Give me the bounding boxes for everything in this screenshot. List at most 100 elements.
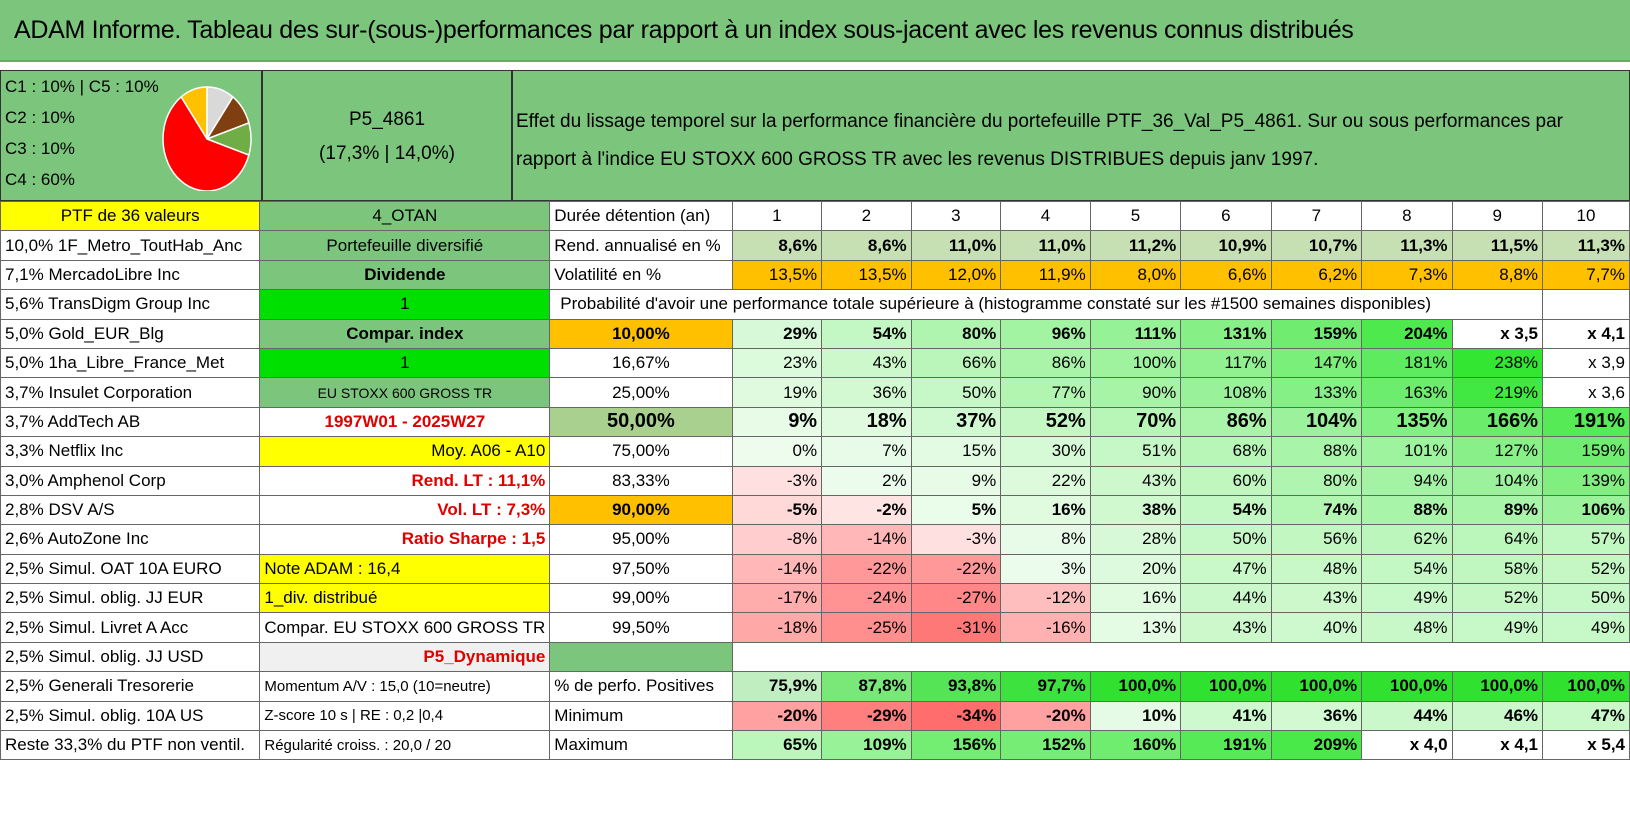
- info-cell: 1: [259, 347, 551, 379]
- probability-value: 50%: [1542, 583, 1630, 614]
- probability-value: 2%: [821, 465, 912, 496]
- probability-value: 60%: [1180, 465, 1272, 496]
- probability-value: 166%: [1451, 406, 1544, 438]
- probability-value: 54%: [1361, 553, 1453, 585]
- rend-value: 11,0%: [1000, 230, 1091, 261]
- probability-value: 44%: [1180, 583, 1272, 614]
- probability-level: 75,00%: [549, 436, 733, 467]
- probability-value: 68%: [1180, 436, 1272, 467]
- vol-value: 11,9%: [1000, 259, 1091, 291]
- probability-value: 19%: [731, 377, 823, 408]
- probability-value: 8%: [1000, 524, 1091, 555]
- probability-value: 219%: [1451, 377, 1544, 408]
- cell: [1542, 289, 1630, 320]
- stat-value: 191%: [1180, 730, 1272, 761]
- ptf-header: PTF de 36 valeurs: [0, 200, 261, 232]
- probability-value: 49%: [1451, 612, 1544, 643]
- stat-value: 100,0%: [1542, 671, 1630, 702]
- probability-value: 47%: [1180, 553, 1272, 585]
- probability-value: 29%: [731, 318, 823, 349]
- probability-value: 54%: [1180, 494, 1272, 526]
- table-row: 10,0% 1F_Metro_ToutHab_Anc Portefeuille d…: [0, 230, 1630, 261]
- table-row: 5,0% 1ha_Libre_France_Met 1 16,67% 23% 43% 66…: [0, 347, 1630, 379]
- cell: [1000, 641, 1091, 673]
- probability-value: x 4,1: [1542, 318, 1630, 349]
- probability-value: 49%: [1542, 612, 1630, 643]
- probability-value: 43%: [1089, 465, 1182, 496]
- stat-value: 65%: [731, 730, 823, 761]
- report-title: ADAM Informe. Tableau des sur-(sous-)per…: [14, 16, 1354, 44]
- probability-value: -8%: [731, 524, 823, 555]
- holding-name: 2,5% Simul. OAT 10A EURO: [0, 553, 261, 585]
- stat-value: 46%: [1451, 700, 1544, 732]
- probability-value: x 3,9: [1542, 347, 1630, 379]
- stat-value: 93,8%: [910, 671, 1002, 702]
- table-row: 2,5% Generali Tresorerie Momentum A/V : 1…: [0, 671, 1630, 702]
- probability-value: -14%: [821, 524, 912, 555]
- probability-value: 104%: [1270, 406, 1363, 438]
- probability-value: 43%: [1180, 612, 1272, 643]
- rend-value: 11,2%: [1089, 230, 1182, 261]
- stat-value: -20%: [1000, 700, 1091, 732]
- table-row: 3,7% Insulet Corporation EU STOXX 600 GRO…: [0, 377, 1630, 408]
- probability-value: -3%: [910, 524, 1002, 555]
- probability-value: 40%: [1270, 612, 1363, 643]
- year-header: 8: [1361, 200, 1453, 232]
- cell: [549, 641, 733, 673]
- probability-value: 131%: [1180, 318, 1272, 349]
- cell: [1452, 641, 1543, 673]
- probability-value: 80%: [910, 318, 1002, 349]
- probability-value: -22%: [821, 553, 912, 585]
- probability-value: 52%: [1000, 406, 1091, 438]
- allocation-pie-chart: [162, 86, 252, 191]
- probability-value: 36%: [821, 377, 912, 408]
- probability-value: 108%: [1180, 377, 1272, 408]
- probability-value: 48%: [1270, 553, 1363, 585]
- rend-value: 11,3%: [1542, 230, 1630, 261]
- table-row: 3,7% AddTech AB 1997W01 - 2025W27 50,00% 9%…: [0, 406, 1630, 438]
- code-header: 4_OTAN: [259, 200, 551, 232]
- stat-value: 100,0%: [1361, 671, 1453, 702]
- info-cell: 1: [259, 289, 551, 320]
- probability-value: 111%: [1089, 318, 1182, 349]
- probability-value: 64%: [1451, 524, 1544, 555]
- probability-value: 147%: [1270, 347, 1363, 379]
- probability-value: 52%: [1451, 583, 1544, 614]
- probability-value: 37%: [910, 406, 1002, 438]
- probability-value: 15%: [910, 436, 1002, 467]
- holding-name: 7,1% MercadoLibre Inc: [0, 259, 261, 291]
- performance-table: PTF de 36 valeurs 4_OTAN Durée détention (…: [0, 200, 1630, 761]
- cell: [1542, 641, 1630, 673]
- probability-value: 13%: [1089, 612, 1182, 643]
- year-header: 7: [1270, 200, 1363, 232]
- probability-value: 117%: [1180, 347, 1272, 379]
- stat-value: 152%: [1000, 730, 1091, 761]
- probability-value: 191%: [1542, 406, 1630, 438]
- probability-value: 139%: [1542, 465, 1630, 496]
- holding-name: 2,6% AutoZone Inc: [0, 524, 261, 555]
- stat-value: -20%: [731, 700, 823, 732]
- stat-value: 75,9%: [731, 671, 823, 702]
- probability-value: -24%: [821, 583, 912, 614]
- probability-value: 9%: [731, 406, 823, 438]
- year-header: 5: [1089, 200, 1182, 232]
- probability-level: 97,50%: [549, 553, 733, 585]
- table-row: 3,3% Netflix Inc Moy. A06 - A10 75,00% 0% 7%…: [0, 436, 1630, 467]
- portfolio-id: P5_4861: [348, 109, 426, 130]
- probability-value: 22%: [1000, 465, 1091, 496]
- vol-value: 13,5%: [731, 259, 823, 291]
- holding-name: 2,5% Simul. oblig. 10A US: [0, 700, 261, 732]
- probability-value: 54%: [821, 318, 912, 349]
- stat-value: 160%: [1089, 730, 1182, 761]
- probability-value: 43%: [1270, 583, 1363, 614]
- probability-level: 25,00%: [549, 377, 733, 408]
- probability-value: 100%: [1089, 347, 1182, 379]
- probability-value: 43%: [821, 347, 912, 379]
- probability-value: -16%: [1000, 612, 1091, 643]
- table-row: 2,5% Simul. oblig. JJ USD P5_Dynamique: [0, 641, 1630, 673]
- info-cell: EU STOXX 600 GROSS TR: [259, 377, 551, 408]
- probability-value: 101%: [1361, 436, 1453, 467]
- vol-value: 6,6%: [1180, 259, 1272, 291]
- stat-value: 156%: [910, 730, 1002, 761]
